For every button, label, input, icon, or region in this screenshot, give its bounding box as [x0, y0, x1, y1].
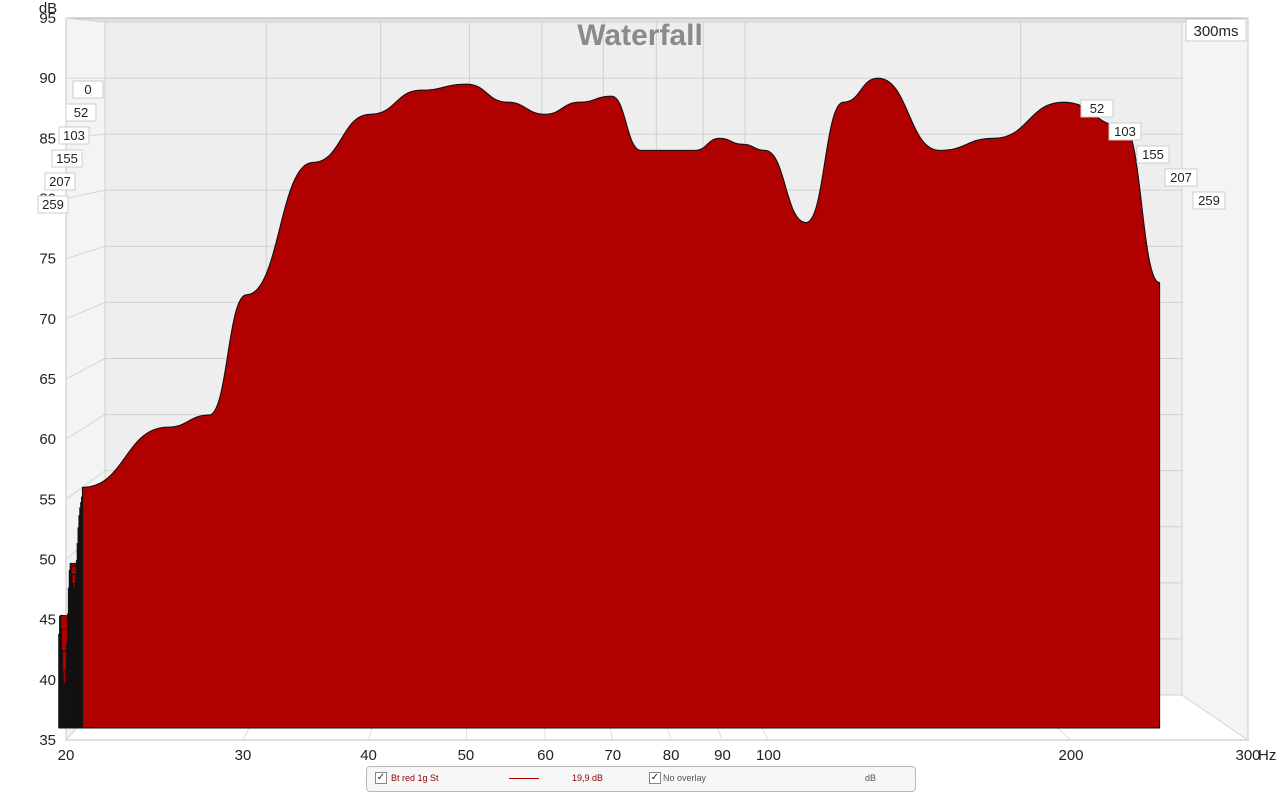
- y-tick-label: 70: [39, 311, 56, 328]
- time-span-badge: 300ms: [1185, 18, 1247, 42]
- time-label-text: 103: [1114, 124, 1136, 139]
- x-tick-label: 80: [663, 747, 680, 764]
- time-label-text: 259: [42, 197, 64, 212]
- time-label-text: 207: [1170, 170, 1192, 185]
- time-label-box: [44, 172, 76, 191]
- time-label-box: [1164, 168, 1198, 187]
- y-tick-label: 95: [39, 10, 56, 27]
- y-tick-label: 75: [39, 251, 56, 268]
- time-label-left: 155: [51, 149, 83, 168]
- x-tick-label: 60: [537, 747, 554, 764]
- y-axis-label: dB: [39, 0, 57, 17]
- time-label-text: 207: [49, 174, 71, 189]
- x-tick-label: 40: [360, 747, 377, 764]
- y-tick-label: 45: [39, 612, 56, 629]
- time-label-box: [72, 80, 104, 99]
- time-label-right: 103: [1108, 122, 1142, 141]
- time-label-text: 52: [1090, 101, 1104, 116]
- overlay-label: No overlay: [663, 773, 707, 783]
- legend-series-value: 19,9 dB: [572, 773, 604, 783]
- time-label-right: 52: [1080, 99, 1114, 118]
- x-tick-label: 100: [756, 747, 781, 764]
- y-tick-label: 50: [39, 552, 56, 569]
- y-tick-label: 40: [39, 672, 56, 689]
- time-label-right: 259: [1192, 191, 1226, 210]
- x-tick-label: 70: [604, 747, 621, 764]
- time-label-left: 259: [37, 195, 69, 214]
- time-label-left: 103: [58, 126, 90, 145]
- axes: 95 90 85 80 75 70 65 60 55 50 45 40 35 dB 20 30 40 50 60 70…: [37, 0, 1276, 764]
- grid-line-y-side: [65, 301, 106, 320]
- x-tick-label: 200: [1059, 747, 1084, 764]
- time-label-text: 103: [63, 128, 85, 143]
- time-label-text: 155: [56, 151, 78, 166]
- grid-line-y-side: [65, 189, 106, 199]
- time-label-box: [65, 103, 97, 122]
- grid-line-y-side: [65, 358, 106, 380]
- time-label-text: 155: [1142, 147, 1164, 162]
- time-label-left: 207: [44, 172, 76, 191]
- grid-line-y-side: [65, 414, 106, 440]
- right-wall: [1181, 17, 1249, 741]
- time-span-label: 300ms: [1193, 23, 1238, 40]
- time-label-left: 52: [65, 103, 97, 122]
- y-tick-label: 60: [39, 431, 56, 448]
- grid-line-y-side: [65, 17, 106, 23]
- grid-line-x-floor: [1181, 694, 1249, 741]
- x-tick-label: 30: [235, 747, 252, 764]
- legend-bar: ✓ Bt red 1g St 19,9 dB ✓ No overlay dB: [366, 766, 916, 792]
- x-tick-label: 20: [58, 747, 75, 764]
- waterfall-slice: [81, 77, 1161, 729]
- time-label-right: 207: [1164, 168, 1198, 187]
- x-axis-unit: Hz: [1258, 747, 1276, 764]
- legend-series-line: [509, 778, 539, 779]
- time-label-text: 0: [84, 82, 91, 97]
- chart-title: Waterfall: [577, 19, 703, 52]
- y-tick-label: 55: [39, 491, 56, 508]
- time-label-box: [1136, 145, 1170, 164]
- time-label-box: [37, 195, 69, 214]
- time-label-text: 52: [74, 105, 88, 120]
- time-label-text: 259: [1198, 193, 1220, 208]
- y-tick-label: 35: [39, 732, 56, 749]
- time-label-box: [51, 149, 83, 168]
- y-tick-label: 90: [39, 70, 56, 87]
- x-tick-label: 90: [714, 747, 731, 764]
- overlay-unit: dB: [865, 773, 877, 783]
- time-label-box: [58, 126, 90, 145]
- time-label-right: 155: [1136, 145, 1170, 164]
- legend-series-name: Bt red 1g St: [391, 773, 439, 783]
- y-tick-label: 65: [39, 371, 56, 388]
- x-tick-label: 300: [1235, 747, 1260, 764]
- x-tick-label: 50: [458, 747, 475, 764]
- time-label-box: [1108, 122, 1142, 141]
- time-label-left: 0: [72, 80, 104, 99]
- grid-line-y-side: [65, 470, 106, 500]
- time-label-box: [1080, 99, 1114, 118]
- grid-line-y-side: [65, 245, 106, 260]
- waterfall-slices: [58, 77, 1161, 729]
- time-label-box: [1192, 191, 1226, 210]
- y-tick-label: 85: [39, 130, 56, 147]
- overlay-checkbox[interactable]: ✓: [649, 772, 661, 784]
- series-checkbox[interactable]: ✓: [375, 772, 387, 784]
